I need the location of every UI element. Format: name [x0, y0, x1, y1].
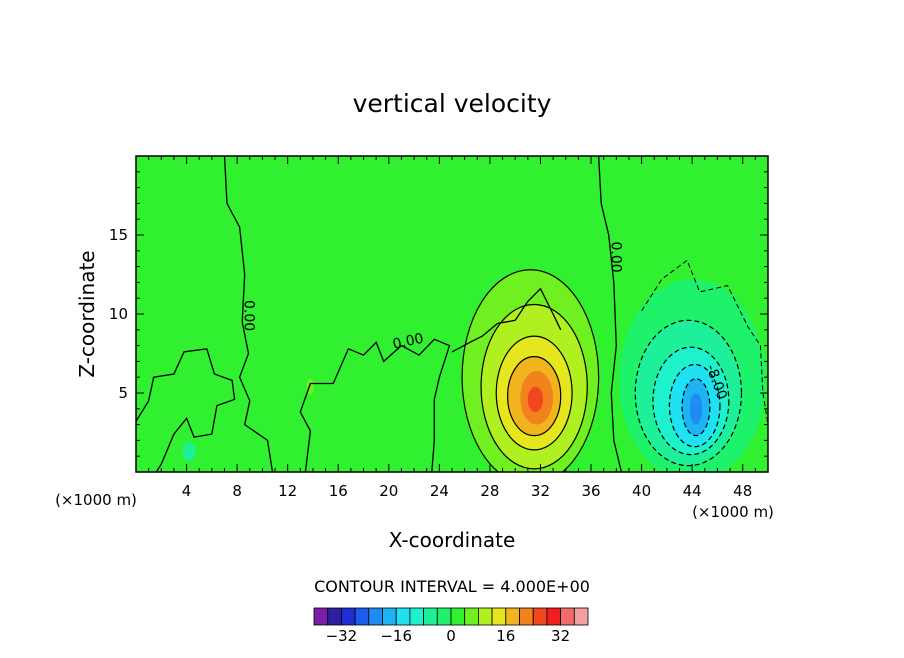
zero-contour-label-middle: 0.00 — [391, 331, 425, 353]
colorbar-swatch — [327, 607, 342, 626]
colorbar-swatch — [354, 607, 370, 626]
x-tick-label: 48 — [733, 482, 752, 500]
colorbar-tick-label: 32 — [551, 627, 570, 645]
x-tick-label: 44 — [683, 482, 702, 500]
contour-line-updraft-8 — [480, 303, 588, 470]
x-tick-label: 16 — [329, 482, 348, 500]
colorbar-swatch — [409, 607, 424, 626]
zero-contour-right — [597, 156, 623, 472]
colorbar-swatch — [382, 607, 397, 626]
colorbar-swatch — [573, 607, 589, 626]
zero-contour-label-left: 0.00 — [241, 300, 257, 331]
colorbar-tick-label: 16 — [496, 627, 515, 645]
colorbar-swatch — [368, 607, 383, 626]
colorbar-swatch — [505, 607, 520, 626]
contour-line-updraft-4 — [461, 269, 600, 472]
x-tick-label: 4 — [182, 482, 192, 500]
updraft-core — [527, 386, 544, 412]
x-unit-label-left: (×1000 m) — [55, 491, 137, 509]
x-tick-label: 40 — [632, 482, 651, 500]
colorbar: −32 −16 0 16 32 — [313, 607, 589, 645]
colorbar-swatch — [491, 607, 507, 626]
contour-line-downdraft-4 — [634, 319, 743, 467]
colorbar-swatch — [450, 607, 466, 626]
downdraft-core — [689, 393, 703, 425]
x-tick-label: 12 — [278, 482, 297, 500]
colorbar-swatch — [532, 607, 548, 626]
x-tick-label: 28 — [480, 482, 499, 500]
zero-contour-left — [223, 156, 274, 472]
contour-line-downdraft-outer — [641, 259, 768, 425]
contour-line-updraft-16 — [507, 356, 562, 437]
y-axis-label: Z-coordinate — [75, 250, 99, 377]
colorbar-swatch — [436, 607, 452, 626]
colorbar-swatch — [313, 607, 329, 626]
colorbar-swatch — [423, 607, 438, 626]
x-tick-label: 36 — [581, 482, 600, 500]
y-axis-ticks: 5 10 15 — [109, 171, 768, 457]
y-tick-label: 10 — [109, 305, 128, 323]
chart-title: vertical velocity — [353, 89, 552, 118]
cell-negative-a — [182, 441, 196, 461]
x-unit-label-right: (×1000 m) — [692, 503, 774, 521]
x-tick-label: 20 — [379, 482, 398, 500]
zero-contour-label-right: 0.00 — [607, 242, 623, 273]
x-tick-label: 24 — [430, 482, 449, 500]
y-tick-label: 5 — [118, 384, 128, 402]
x-axis-label: X-coordinate — [389, 528, 516, 552]
zero-contour-lowlevel-a — [136, 348, 236, 472]
x-tick-label: 32 — [531, 482, 550, 500]
contour-line-downdraft-8 — [652, 346, 730, 456]
colorbar-swatch — [546, 607, 562, 626]
colorbar-swatch — [340, 607, 356, 626]
contour-interval-text: CONTOUR INTERVAL = 4.000E+00 — [314, 577, 590, 596]
zero-contour-updraft-edge — [451, 287, 562, 353]
colorbar-swatch — [560, 607, 575, 626]
colorbar-swatch — [519, 607, 534, 626]
colorbar-swatch — [464, 607, 479, 626]
colorbar-tick-label: −16 — [380, 627, 412, 645]
colorbar-tick-label: 0 — [446, 627, 456, 645]
colorbar-tick-label: −32 — [326, 627, 358, 645]
contour-field — [136, 156, 768, 472]
x-tick-label: 8 — [232, 482, 242, 500]
zero-contour-lowlevel-b — [299, 338, 451, 472]
colorbar-swatch — [477, 607, 493, 626]
contour-line-updraft-12 — [495, 335, 573, 451]
colorbar-swatch — [395, 607, 411, 626]
x-axis-ticks: 4 8 12 16 20 24 28 32 36 40 44 48 — [148, 156, 756, 500]
y-tick-label: 15 — [109, 226, 128, 244]
contour-lines: 0.000.000.00-8.00 — [136, 156, 768, 472]
contour-line-downdraft-16 — [681, 378, 711, 437]
contour-line-downdraft-12 — [668, 363, 721, 448]
